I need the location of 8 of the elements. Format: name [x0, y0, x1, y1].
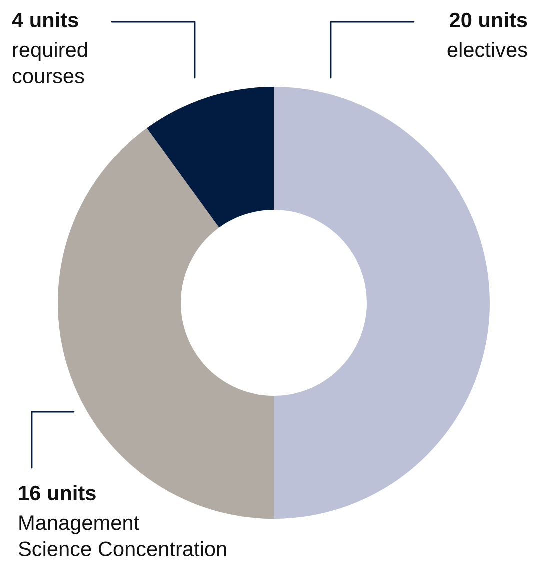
- slice-label: required courses: [12, 42, 88, 84]
- donut-slice: [274, 87, 490, 519]
- slice-label: electives: [448, 42, 528, 58]
- donut-slice: [147, 87, 274, 228]
- slice-label: Management Science Concentration: [18, 516, 226, 557]
- data-label: 16 units: [19, 485, 96, 501]
- data-label: 20 units: [450, 12, 528, 28]
- data-label: 4 units: [12, 12, 78, 28]
